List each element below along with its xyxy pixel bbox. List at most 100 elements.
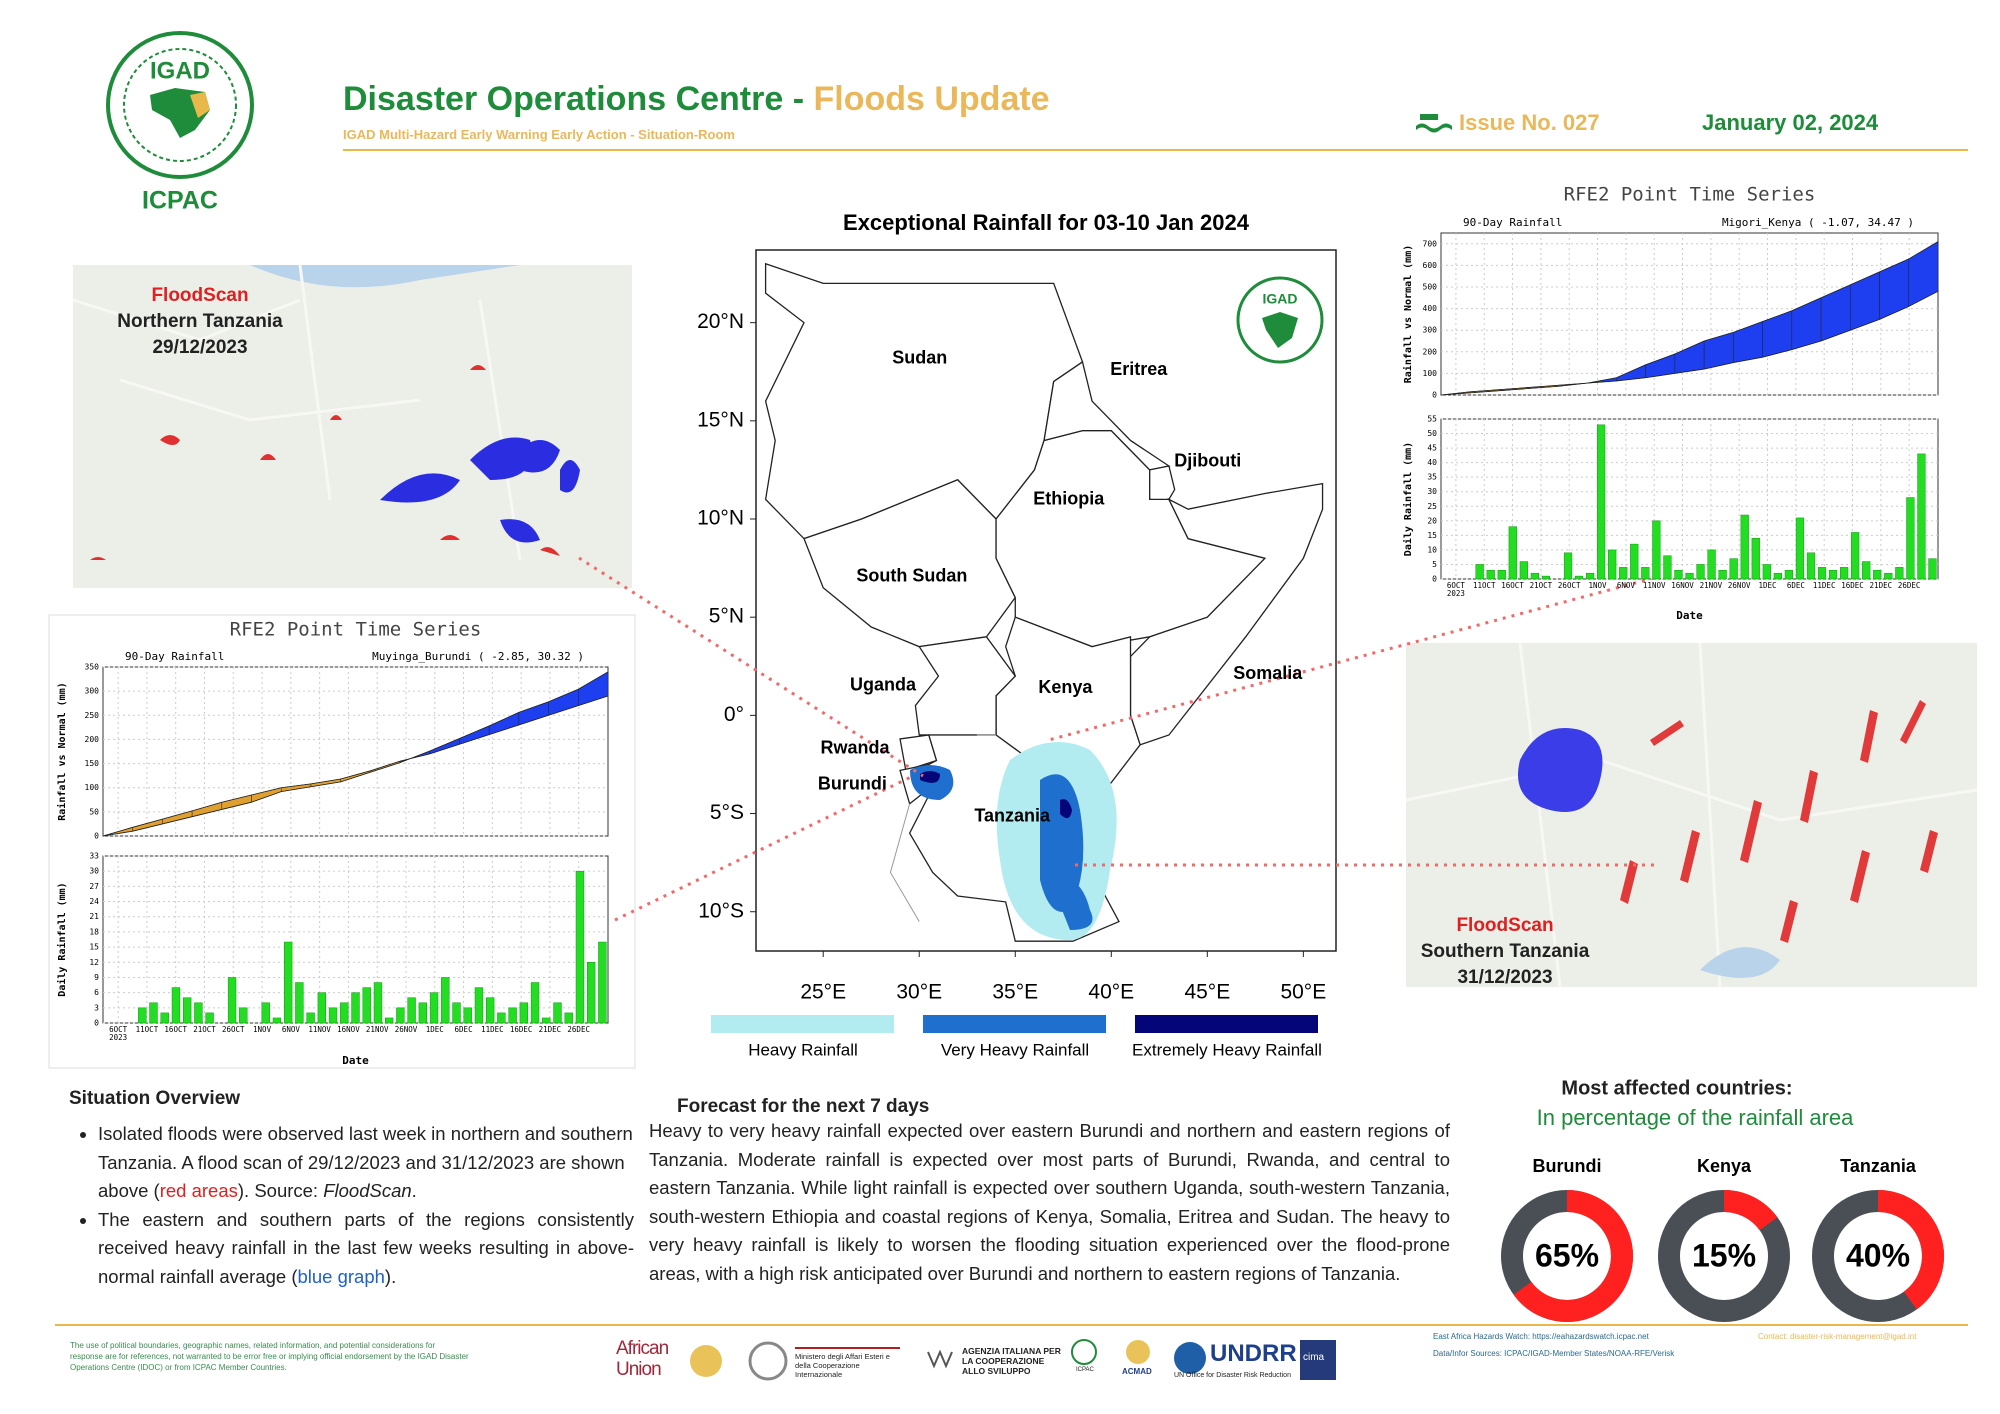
icpac-logo-label: ICPAC xyxy=(1076,1367,1094,1373)
y-tick-label: 12 xyxy=(89,958,99,967)
y-tick-label: 20°N xyxy=(697,310,744,333)
bar xyxy=(1619,567,1628,580)
floodscan-south-map xyxy=(1405,642,1978,988)
bar xyxy=(1840,567,1849,580)
map-title: Exceptional Rainfall for 03-10 Jan 2024 xyxy=(843,210,1250,235)
bar xyxy=(351,992,360,1024)
y-tick-label: 500 xyxy=(1423,283,1438,292)
affected-heading: Most affected countries: xyxy=(1561,1077,1793,1100)
x-tick-label: 16NOV xyxy=(337,1025,360,1034)
bar xyxy=(1652,520,1661,580)
y-tick-label: 3 xyxy=(94,1003,99,1012)
plot-area xyxy=(102,666,609,837)
bar xyxy=(328,1007,338,1024)
bar xyxy=(384,1017,394,1024)
bar xyxy=(1486,570,1495,580)
y-tick-label: 50 xyxy=(1427,429,1437,438)
x-tick-label: 11DEC xyxy=(1813,581,1836,590)
y-axis-label: Rainfall vs Normal (mm) xyxy=(56,682,68,820)
y-tick-label: 350 xyxy=(85,663,100,672)
bar xyxy=(1475,564,1484,580)
bar xyxy=(519,1002,529,1024)
actual-line xyxy=(1440,241,1939,396)
aics: AGENZIA ITALIANA PER LA COOPERAZIONE ALL… xyxy=(962,1346,1061,1376)
y-tick-label: 45 xyxy=(1427,444,1437,453)
panel-label: 90-Day Rainfall xyxy=(125,650,224,663)
undrr: UNDRR xyxy=(1210,1340,1297,1367)
bar xyxy=(149,1002,158,1024)
y-tick-label: 10 xyxy=(1427,545,1437,554)
y-tick-label: 27 xyxy=(89,882,99,891)
bar xyxy=(1530,572,1539,580)
text-italic: FloodScan xyxy=(323,1180,412,1202)
y-axis-label: Rainfall vs Normal (mm) xyxy=(1402,245,1414,383)
y-tick-label: 300 xyxy=(85,687,100,696)
floodscan-north-caption: FloodScan Northern Tanzania 29/12/2023 xyxy=(100,283,300,361)
x-tick-label: 16NOV xyxy=(1671,581,1694,590)
country-label: Uganda xyxy=(850,675,917,695)
bar xyxy=(1817,567,1827,580)
text: Isolated floods were observed last week … xyxy=(98,1123,633,1202)
bar xyxy=(227,977,237,1024)
y-axis-label: Daily Rainfall (mm) xyxy=(56,882,68,996)
y-tick-label: 9 xyxy=(94,973,99,982)
floodscan-place: Southern Tanzania xyxy=(1420,941,1590,962)
x-tick-label: 11NOV xyxy=(308,1025,331,1034)
issue-number: Issue No. 027 xyxy=(1459,110,1600,135)
country-label: Eritrea xyxy=(1110,359,1168,379)
bar xyxy=(474,987,484,1024)
x-year-label: 2023 xyxy=(109,1033,127,1042)
y-tick-label: 10°N xyxy=(697,507,744,530)
map-logo-text: IGAD xyxy=(1263,291,1298,307)
bar xyxy=(1641,567,1650,580)
bar xyxy=(306,1012,315,1024)
bar xyxy=(508,1007,517,1024)
footer-emblems xyxy=(690,1339,1336,1381)
bar xyxy=(1718,570,1727,580)
bar xyxy=(283,941,293,1024)
x-tick-label: 6OCT xyxy=(1447,581,1466,590)
title-highlight: Floods Update xyxy=(813,80,1050,118)
normal-line xyxy=(1440,290,1939,396)
donut-arc xyxy=(1513,1190,1633,1322)
y-tick-label: 100 xyxy=(1423,369,1438,378)
x-tick-label: 6OCT xyxy=(109,1025,128,1034)
flood-icon xyxy=(1416,114,1452,133)
x-tick-label: 26OCT xyxy=(1558,581,1581,590)
floodscan-north-map xyxy=(72,264,632,588)
situation-bullet: Isolated floods were observed last week … xyxy=(98,1120,634,1206)
y-tick-label: 15 xyxy=(89,943,99,952)
y-tick-label: 5°N xyxy=(709,605,744,628)
x-tick-label: 50°E xyxy=(1280,981,1326,1004)
bar xyxy=(1773,572,1782,580)
contact: Contact: disaster-risk-management@igad.i… xyxy=(1758,1332,1917,1341)
rain-patches xyxy=(910,742,1117,940)
bar xyxy=(373,982,383,1024)
bar xyxy=(575,870,585,1024)
chart-title: RFE2 Point Time Series xyxy=(1564,184,1816,206)
x-tick-label: 16OCT xyxy=(1501,581,1524,590)
y-tick-label: 10°S xyxy=(698,899,744,922)
floodscan-label: FloodScan xyxy=(151,285,249,306)
legend-swatch xyxy=(1135,1015,1318,1033)
bar xyxy=(1906,497,1915,580)
page-title: Disaster Operations Centre - Floods Upda… xyxy=(343,80,1050,119)
bar xyxy=(1806,552,1816,580)
text: ). xyxy=(384,1265,397,1287)
text: . xyxy=(411,1180,417,1202)
y-tick-label: 0 xyxy=(94,832,99,841)
text-red: red areas xyxy=(159,1180,238,1202)
y-tick-label: 33 xyxy=(89,852,99,861)
sources: Data/Infor Sources: ICPAC/IGAD-Member St… xyxy=(1433,1349,1675,1358)
x-tick-label: 1NOV xyxy=(253,1025,272,1034)
issue-date: January 02, 2024 xyxy=(1702,110,1879,135)
y-tick-label: 30 xyxy=(1427,487,1437,496)
situation-list: Isolated floods were observed last week … xyxy=(70,1120,634,1292)
x-tick-label: 21DEC xyxy=(1870,581,1893,590)
y-tick-label: 300 xyxy=(1423,326,1438,335)
cima: cima xyxy=(1303,1352,1325,1363)
bar xyxy=(272,1017,282,1024)
title-main: Disaster Operations Centre - xyxy=(343,80,814,118)
x-tick-label: 6DEC xyxy=(455,1025,473,1034)
floodscan-south-caption: FloodScan Southern Tanzania 31/12/2023 xyxy=(1405,913,1605,991)
